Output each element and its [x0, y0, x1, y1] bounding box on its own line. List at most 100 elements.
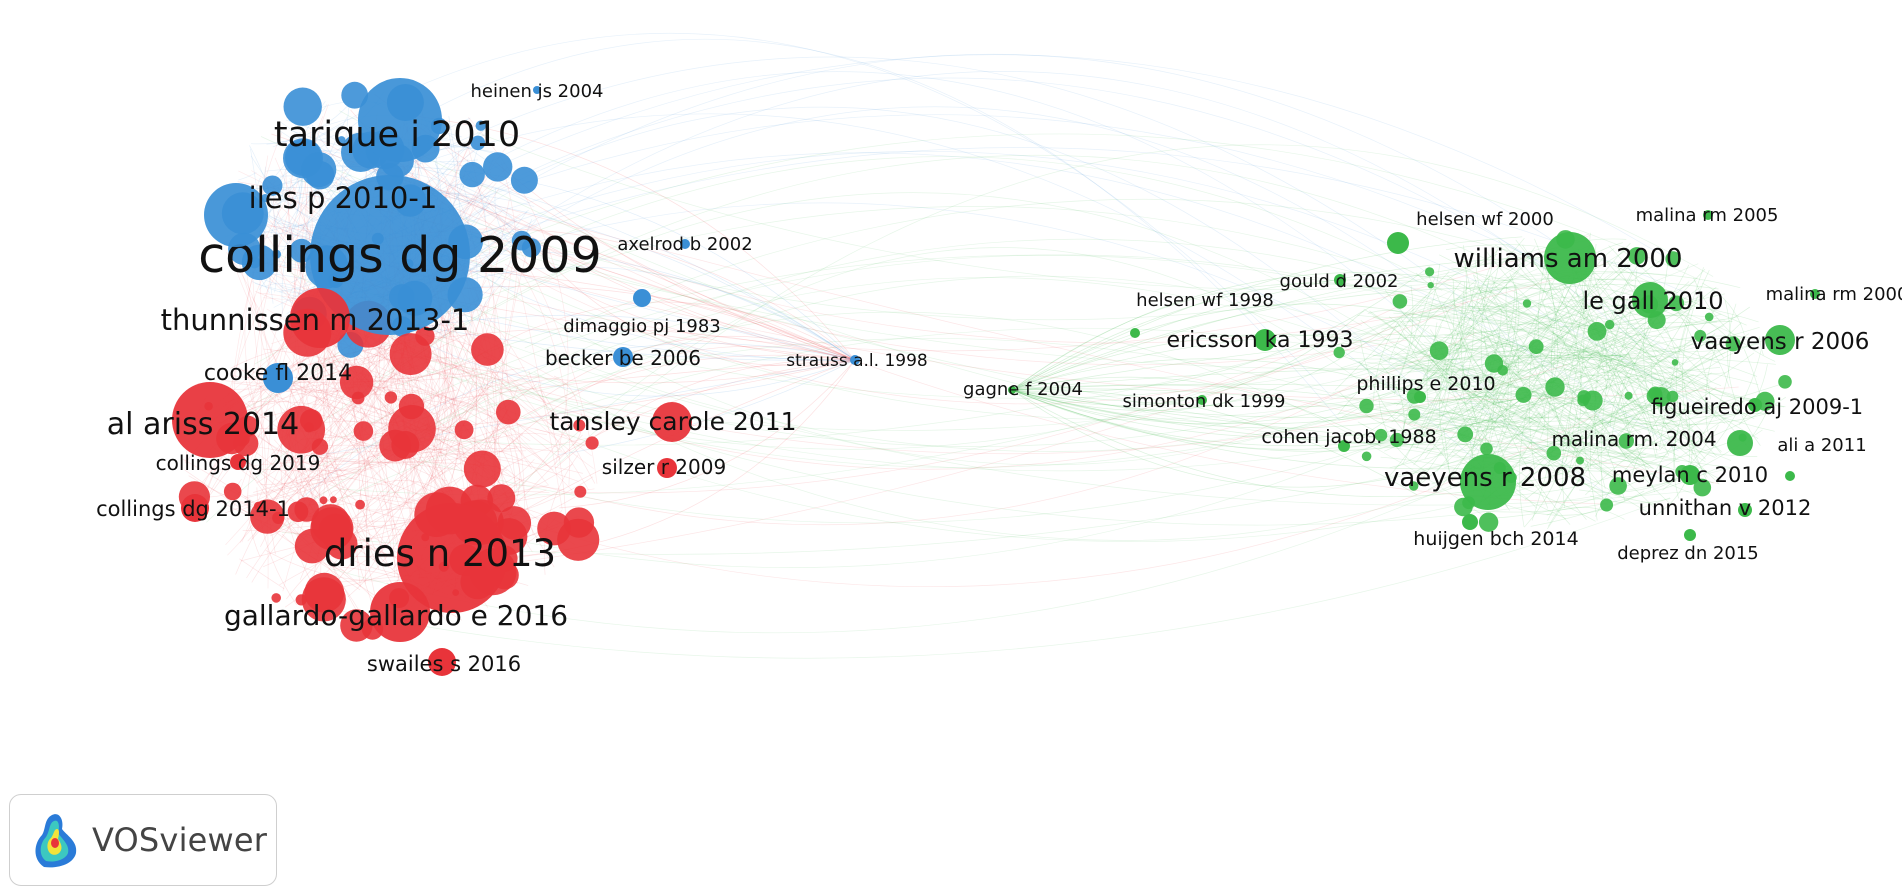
node-label: cooke fl 2014	[204, 361, 352, 386]
node-malina-rm-2000[interactable]: malina rm 2000	[1766, 284, 1902, 305]
link-line	[1426, 279, 1477, 407]
link-line	[312, 444, 583, 474]
node-ali-a-2011[interactable]: ali a 2011	[1777, 435, 1867, 481]
node-deprez-dn-2015[interactable]: deprez dn 2015	[1617, 529, 1759, 564]
link-line	[480, 301, 856, 361]
link-line	[289, 376, 380, 570]
link-line	[1505, 264, 1744, 404]
link-line	[323, 113, 1490, 474]
link-line	[556, 144, 1714, 466]
node-tarique-i-2010[interactable]: tarique i 2010	[274, 78, 520, 162]
node-huijgen-bch-2014[interactable]: huijgen bch 2014	[1413, 514, 1579, 550]
node-axelrod-b-2002[interactable]: axelrod b 2002	[617, 234, 752, 255]
link-line	[1477, 375, 1716, 458]
node-cohen-jacob-1988[interactable]: cohen jacob. 1988	[1261, 426, 1437, 452]
link-line	[1452, 362, 1653, 477]
node-bubble-unlabeled	[1359, 398, 1374, 414]
link-line	[1659, 414, 1733, 451]
link-line	[307, 32, 1333, 399]
link-line	[1393, 351, 1736, 469]
node-gallardo-gallardo-e-2016[interactable]: gallardo-gallardo e 2016	[224, 582, 568, 642]
link-line	[1432, 344, 1519, 440]
logo-text: VOSviewer	[92, 821, 268, 859]
link-line	[1421, 278, 1633, 389]
link-line	[537, 383, 567, 532]
link-line	[1424, 254, 1474, 460]
node-swailes-s-2016[interactable]: swailes s 2016	[367, 648, 521, 676]
link-line	[483, 458, 535, 492]
node-becker-be-2006[interactable]: becker be 2006	[545, 346, 701, 370]
node-cooke-fl-2014[interactable]: cooke fl 2014	[204, 361, 352, 393]
node-iles-p-2010-1[interactable]: iles p 2010-1	[204, 181, 437, 247]
node-bubble-unlabeled	[1409, 481, 1419, 491]
link-line	[291, 114, 1562, 283]
link-line	[1011, 383, 1705, 413]
node-collings-dg-2014-1[interactable]: collings dg 2014-1	[96, 494, 290, 522]
node-al-ariss-2014[interactable]: al ariss 2014	[107, 382, 299, 458]
node-collings-dg-2009[interactable]: collings dg 2009	[198, 175, 602, 335]
node-phillips-e-2010[interactable]: phillips e 2010	[1356, 373, 1496, 403]
vosviewer-logo-icon	[35, 814, 77, 868]
node-malina-rm-2004[interactable]: malina rm. 2004	[1551, 427, 1753, 456]
node-meylan-c-2010[interactable]: meylan c 2010	[1612, 463, 1768, 487]
link-line	[1461, 319, 1678, 423]
link-line	[335, 254, 1733, 442]
node-bubble	[1338, 440, 1350, 452]
node-label: malina rm 2000	[1766, 284, 1902, 305]
node-bubble	[290, 288, 350, 348]
node-williams-am-2000[interactable]: williams am 2000	[1454, 232, 1683, 284]
link-line	[1011, 389, 1686, 498]
node-gagne-f-2004[interactable]: gagne f 2004	[963, 379, 1083, 400]
link-line	[1623, 447, 1659, 454]
link-line	[523, 275, 1635, 463]
node-bubble	[1680, 465, 1700, 485]
node-simonton-dk-1999[interactable]: simonton dk 1999	[1123, 391, 1286, 412]
link-line	[410, 247, 1370, 608]
link-line	[1356, 281, 1477, 440]
link-line	[1389, 430, 1531, 469]
link-line	[1606, 434, 1701, 497]
node-label: strauss a.l. 1998	[786, 351, 927, 371]
node-dries-n-2013[interactable]: dries n 2013	[324, 503, 556, 613]
link-line	[1692, 300, 1732, 448]
link-line	[1011, 266, 1430, 393]
node-vaeyens-r-2006[interactable]: vaeyens r 2006	[1691, 325, 1870, 355]
link-line	[1506, 244, 1677, 460]
node-strauss-al-1998[interactable]: strauss a.l. 1998	[786, 351, 927, 371]
link-line	[1449, 300, 1599, 353]
node-figueiredo-aj-2009-1[interactable]: figueiredo aj 2009-1	[1651, 395, 1863, 419]
node-dimaggio-pj-1983[interactable]: dimaggio pj 1983	[563, 289, 721, 337]
node-silzer-r-2009[interactable]: silzer r 2009	[602, 455, 726, 479]
link-line	[1424, 267, 1483, 451]
link-line	[1011, 389, 1513, 488]
node-helsen-wf-2000[interactable]: helsen wf 2000	[1387, 209, 1554, 254]
node-label: gallardo-gallardo e 2016	[224, 599, 568, 632]
link-line	[1388, 253, 1498, 363]
node-collings-dg-2019[interactable]: collings dg 2019	[156, 451, 321, 475]
node-bubble-unlabeled	[1704, 312, 1714, 322]
node-helsen-wf-1998[interactable]: helsen wf 1998	[1130, 290, 1274, 338]
node-bubble-unlabeled	[483, 152, 513, 182]
link-line	[1446, 275, 1636, 368]
node-bubble-unlabeled	[289, 238, 314, 263]
link-line	[239, 558, 285, 590]
link-line	[1673, 406, 1686, 499]
link-line	[323, 396, 369, 527]
link-line	[441, 311, 1482, 515]
link-line	[1396, 321, 1718, 447]
node-heinen-js-2004[interactable]: heinen js 2004	[470, 81, 603, 102]
link-line	[434, 163, 478, 289]
link-line	[240, 187, 856, 361]
node-label: heinen js 2004	[470, 81, 603, 102]
node-unnithan-v-2012[interactable]: unnithan v 2012	[1639, 496, 1812, 520]
node-malina-rm-2005[interactable]: malina rm 2005	[1636, 205, 1779, 226]
node-tansley-carole-2011[interactable]: tansley carole 2011	[549, 402, 797, 442]
node-ericsson-ka-1993[interactable]: ericsson ka 1993	[1167, 328, 1354, 353]
node-vaeyens-r-2008[interactable]: vaeyens r 2008	[1384, 454, 1586, 510]
node-gould-d-2002[interactable]: gould d 2002	[1280, 271, 1399, 292]
node-thunnissen-m-2013-1[interactable]: thunnissen m 2013-1	[161, 288, 470, 348]
node-le-gall-2010[interactable]: le gall 2010	[1582, 282, 1724, 318]
link-line	[432, 373, 442, 391]
link-line	[1489, 298, 1759, 323]
link-line	[400, 106, 1418, 322]
